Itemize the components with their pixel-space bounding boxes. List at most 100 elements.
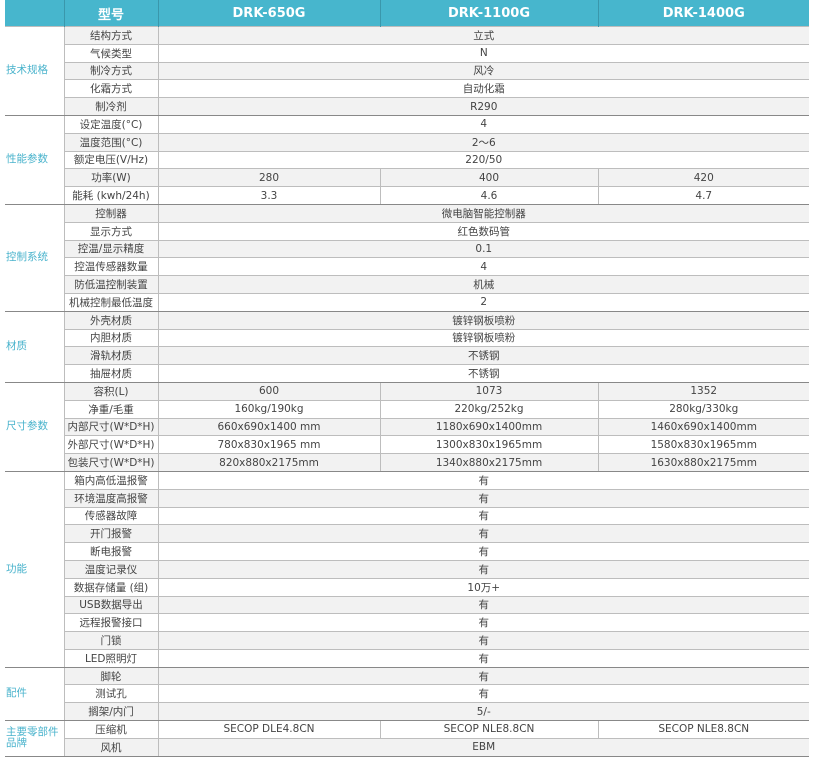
row-value: 280 — [157, 168, 381, 188]
row-value: 1180x690x1400mm — [379, 417, 599, 437]
row-value: 820x880x2175mm — [157, 453, 381, 472]
row-value: 2～6 — [157, 132, 809, 152]
row-label: USB数据导出 — [63, 595, 159, 615]
row-value: 400 — [379, 168, 599, 188]
row-label: 控制器 — [63, 203, 159, 223]
row-label: 内胆材质 — [63, 328, 159, 348]
table-row: 性能参数 设定温度(°C) 4 — [5, 114, 809, 205]
table-row: 断电报警有 — [5, 542, 809, 561]
row-value: 有 — [157, 470, 809, 490]
table-row: 额定电压(V/Hz) 220/50 — [5, 150, 809, 170]
row-value: 有 — [157, 631, 809, 650]
row-label: 温度记录仪 — [63, 559, 159, 579]
row-value: 有 — [157, 524, 809, 544]
row-label: 制冷剂 — [63, 97, 159, 116]
table-row: LED照明灯有 — [5, 648, 809, 668]
table-row: 控制系统 控制器 微电脑智能控制器 — [5, 203, 809, 312]
row-value: 有 — [157, 542, 809, 561]
row-value: 220/50 — [157, 150, 809, 170]
table-row: 功率(W) 280 400 420 — [5, 168, 809, 188]
row-label: 容积(L) — [63, 381, 159, 401]
table-row: 温度记录仪有 — [5, 559, 809, 579]
row-label: 显示方式 — [63, 221, 159, 241]
row-label: 内部尺寸(W*D*H) — [63, 417, 159, 437]
row-label: 能耗 (kwh/24h) — [63, 186, 159, 205]
table-row: 气候类型 N — [5, 43, 809, 63]
row-label: 化霜方式 — [63, 79, 159, 99]
category-label: 控制系统 — [5, 203, 65, 312]
row-value: 机械 — [157, 275, 809, 294]
row-value: 4 — [157, 114, 809, 134]
table-row: 温度范围(°C) 2～6 — [5, 132, 809, 152]
table-row: 测试孔有 — [5, 684, 809, 704]
table-row: 制冷剂 R290 — [5, 97, 809, 116]
header-model-3: DRK-1400G — [598, 0, 809, 27]
row-value: 1300x830x1965mm — [379, 435, 599, 455]
row-label: 外壳材质 — [63, 310, 159, 330]
row-value: 160kg/190kg — [157, 399, 381, 419]
row-label: 机械控制最低温度 — [63, 292, 159, 312]
table-row: 主要零部件品牌 压缩机 SECOP DLE4.8CN SECOP NLE8.8CN SE… — [5, 720, 809, 757]
header-model-1: DRK-650G — [158, 0, 381, 27]
table-row: 抽屉材质 不锈钢 — [5, 364, 809, 383]
row-value: 2 — [157, 292, 809, 312]
row-label: LED照明灯 — [63, 648, 159, 668]
table-row: 外部尺寸(W*D*H) 780x830x1965 mm 1300x830x1965m… — [5, 435, 809, 455]
row-value: 220kg/252kg — [379, 399, 599, 419]
row-label: 抽屉材质 — [63, 364, 159, 383]
row-label: 断电报警 — [63, 542, 159, 561]
table-row: 开门报警有 — [5, 524, 809, 544]
row-label: 开门报警 — [63, 524, 159, 544]
row-label: 脚轮 — [63, 666, 159, 686]
category-label: 配件 — [5, 666, 65, 722]
table-row: 风机 EBM — [5, 737, 809, 757]
row-label: 箱内高低温报警 — [63, 470, 159, 490]
row-value: 风冷 — [157, 61, 809, 81]
row-label: 搁架/内门 — [63, 702, 159, 722]
row-value: N — [157, 43, 809, 63]
table-row: 材质 外壳材质 镀锌钢板喷粉 — [5, 310, 809, 383]
row-label: 防低温控制装置 — [63, 275, 159, 294]
row-label: 风机 — [63, 737, 159, 757]
table-row: 配件 脚轮有 — [5, 666, 809, 722]
row-label: 额定电压(V/Hz) — [63, 150, 159, 170]
table-row: 滑轨材质 不锈钢 — [5, 346, 809, 366]
row-value: SECOP NLE8.8CN — [597, 720, 809, 739]
table-row: USB数据导出有 — [5, 595, 809, 615]
row-value: 立式 — [157, 26, 809, 45]
row-value: 镀锌钢板喷粉 — [157, 328, 809, 348]
row-value: 自动化霜 — [157, 79, 809, 99]
row-value: 有 — [157, 506, 809, 526]
row-value: 有 — [157, 488, 809, 508]
row-value: 有 — [157, 666, 809, 686]
category-label: 功能 — [5, 470, 65, 668]
header-model-2: DRK-1100G — [380, 0, 599, 27]
category-label: 尺寸参数 — [5, 381, 65, 472]
row-value: R290 — [157, 97, 809, 116]
row-label: 控温/显示精度 — [63, 239, 159, 259]
row-value: 有 — [157, 595, 809, 615]
row-label: 制冷方式 — [63, 61, 159, 81]
row-value: 不锈钢 — [157, 346, 809, 366]
row-value: 600 — [157, 381, 381, 401]
row-value: 1073 — [379, 381, 599, 401]
row-label: 净重/毛重 — [63, 399, 159, 419]
row-value: 有 — [157, 684, 809, 704]
row-value: 10万+ — [157, 577, 809, 597]
table-row: 内部尺寸(W*D*H) 660x690x1400 mm 1180x690x1400m… — [5, 417, 809, 437]
row-value: 1580x830x1965mm — [597, 435, 809, 455]
row-value: 有 — [157, 648, 809, 668]
table-row: 制冷方式 风冷 — [5, 61, 809, 81]
row-value: 420 — [597, 168, 809, 188]
row-label: 测试孔 — [63, 684, 159, 704]
table-row: 能耗 (kwh/24h) 3.3 4.6 4.7 — [5, 186, 809, 205]
table-row: 环境温度高报警有 — [5, 488, 809, 508]
table-row: 内胆材质 镀锌钢板喷粉 — [5, 328, 809, 348]
row-value: 1352 — [597, 381, 809, 401]
row-value: 5/- — [157, 702, 809, 722]
category-label: 主要零部件品牌 — [5, 720, 65, 757]
table-row: 控温/显示精度 0.1 — [5, 239, 809, 259]
row-label: 功率(W) — [63, 168, 159, 188]
table-row: 机械控制最低温度 2 — [5, 292, 809, 312]
row-label: 结构方式 — [63, 26, 159, 45]
